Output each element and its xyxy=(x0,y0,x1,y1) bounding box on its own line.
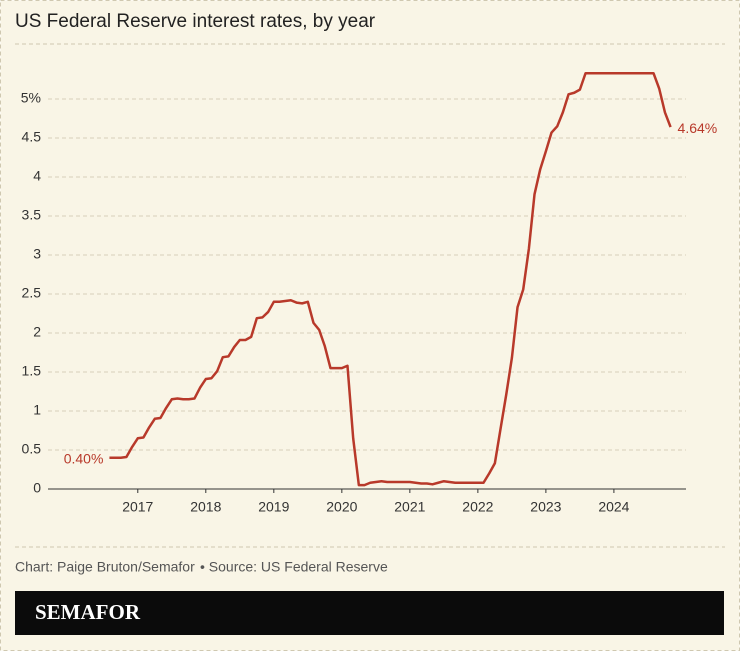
y-tick-label: 4.5 xyxy=(22,129,42,145)
x-tick-label: 2017 xyxy=(122,499,153,515)
y-tick-label: 4 xyxy=(33,168,41,184)
x-tick-label: 2020 xyxy=(326,499,357,515)
chart-title: US Federal Reserve interest rates, by ye… xyxy=(15,11,376,32)
y-tick-label: 0 xyxy=(33,480,41,496)
value-label: 0.40% xyxy=(64,451,104,467)
y-tick-label: 1.5 xyxy=(22,363,42,379)
x-tick-label: 2024 xyxy=(598,499,629,515)
y-tick-label: 3.5 xyxy=(22,207,42,223)
x-tick-label: 2018 xyxy=(190,499,221,515)
source: • Source: US Federal Reserve xyxy=(200,559,388,575)
x-tick-label: 2022 xyxy=(462,499,493,515)
brand: SEMAFOR xyxy=(35,600,141,624)
rate-line xyxy=(109,72,672,487)
brand-bar xyxy=(15,591,724,635)
y-tick-label: 3 xyxy=(33,246,41,262)
credit: Chart: Paige Bruton/Semafor xyxy=(15,559,195,575)
y-tick-label: 5% xyxy=(21,90,41,106)
value-label: 4.64% xyxy=(678,120,718,136)
y-tick-label: 1 xyxy=(33,402,41,418)
x-tick-label: 2021 xyxy=(394,499,425,515)
y-tick-label: 2.5 xyxy=(22,285,42,301)
y-tick-label: 2 xyxy=(33,324,41,340)
x-tick-label: 2019 xyxy=(258,499,289,515)
y-tick-label: 0.5 xyxy=(22,441,42,457)
x-tick-label: 2023 xyxy=(530,499,561,515)
